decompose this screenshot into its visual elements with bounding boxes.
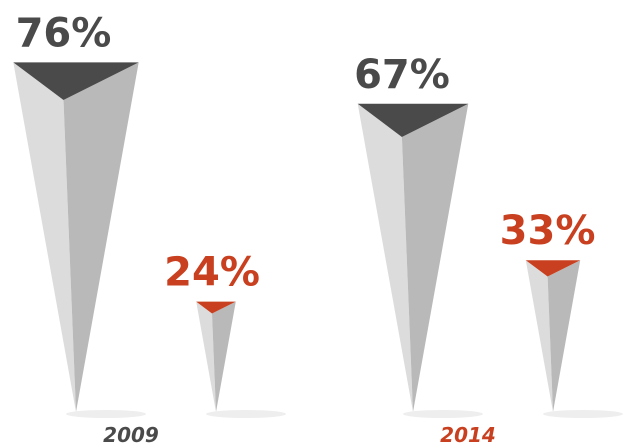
shadow: [206, 410, 286, 418]
shadow: [66, 410, 146, 418]
pyramid-bar: [525, 260, 581, 412]
pyramid-right-face: [212, 301, 236, 412]
pyramid-bar: [13, 62, 139, 413]
pyramid-right-face: [63, 62, 139, 413]
pyramid-bar: [196, 301, 236, 412]
pyramid-bar: [357, 103, 469, 413]
pyramid-left-face: [196, 301, 216, 412]
pyramid-right-face: [401, 103, 469, 413]
value-label: 24%: [164, 250, 260, 296]
value-label: 33%: [500, 208, 596, 254]
pyramid-left-face: [13, 62, 77, 413]
value-label: 76%: [16, 10, 112, 56]
shadow: [543, 410, 623, 418]
value-label: 67%: [354, 52, 450, 98]
category-label: 2009: [103, 423, 159, 447]
pyramid-left-face: [525, 260, 553, 412]
shadow: [403, 410, 483, 418]
pyramid-right-face: [547, 260, 581, 412]
category-label: 2014: [440, 423, 496, 447]
pyramid-top-face: [357, 103, 469, 137]
pyramid-top-face: [13, 62, 139, 100]
pyramid-left-face: [357, 103, 413, 413]
pyramid-top-face: [525, 260, 581, 277]
pyramid-top-face: [196, 301, 236, 314]
